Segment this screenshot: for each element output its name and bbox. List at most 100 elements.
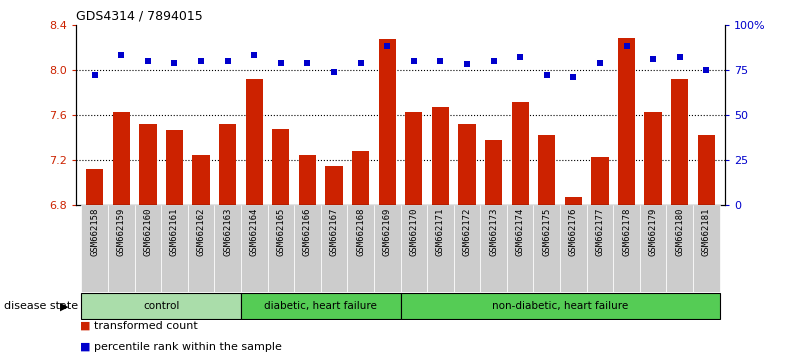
Text: GSM662166: GSM662166 xyxy=(303,208,312,256)
Bar xyxy=(187,205,215,292)
Text: percentile rank within the sample: percentile rank within the sample xyxy=(94,342,282,352)
Point xyxy=(541,73,553,78)
Bar xyxy=(113,112,130,205)
Text: GSM662160: GSM662160 xyxy=(143,208,152,256)
Point xyxy=(328,69,340,75)
Point xyxy=(168,60,181,65)
Point xyxy=(275,60,288,65)
Point xyxy=(674,55,686,60)
Point xyxy=(487,58,500,64)
Bar xyxy=(538,135,555,205)
Bar xyxy=(614,205,640,292)
Text: GSM662164: GSM662164 xyxy=(250,208,259,256)
Text: GSM662167: GSM662167 xyxy=(329,208,339,256)
Bar xyxy=(348,205,374,292)
Text: GSM662158: GSM662158 xyxy=(91,208,99,256)
Bar xyxy=(481,205,507,292)
Text: ▶: ▶ xyxy=(59,301,68,311)
Bar xyxy=(320,205,348,292)
Bar xyxy=(586,205,614,292)
Point xyxy=(567,74,580,80)
Bar xyxy=(565,198,582,205)
Text: ■: ■ xyxy=(80,321,91,331)
Bar xyxy=(82,293,241,319)
Bar xyxy=(192,155,210,205)
Text: GSM662159: GSM662159 xyxy=(117,208,126,256)
Text: GSM662178: GSM662178 xyxy=(622,208,631,256)
Bar xyxy=(458,124,476,205)
Text: GSM662165: GSM662165 xyxy=(276,208,285,256)
Point xyxy=(354,60,367,65)
Bar xyxy=(560,205,586,292)
Point xyxy=(434,58,447,64)
Text: transformed count: transformed count xyxy=(94,321,198,331)
Bar xyxy=(82,205,108,292)
Bar xyxy=(241,205,268,292)
Point xyxy=(142,58,155,64)
Bar xyxy=(219,124,236,205)
Bar xyxy=(272,129,289,205)
Bar xyxy=(246,79,263,205)
Text: GSM662179: GSM662179 xyxy=(649,208,658,256)
Text: GSM662181: GSM662181 xyxy=(702,208,710,256)
Text: control: control xyxy=(143,301,179,311)
Text: GSM662170: GSM662170 xyxy=(409,208,418,256)
Point xyxy=(301,60,314,65)
Text: GSM662175: GSM662175 xyxy=(542,208,551,256)
Text: ■: ■ xyxy=(80,342,91,352)
Bar xyxy=(507,205,533,292)
Text: GSM662162: GSM662162 xyxy=(196,208,206,256)
Text: GSM662173: GSM662173 xyxy=(489,208,498,256)
Text: GSM662169: GSM662169 xyxy=(383,208,392,256)
Point xyxy=(646,56,659,62)
Text: GSM662171: GSM662171 xyxy=(436,208,445,256)
Bar xyxy=(135,205,161,292)
Bar xyxy=(645,112,662,205)
Bar xyxy=(299,155,316,205)
Bar xyxy=(325,166,343,205)
Text: GSM662172: GSM662172 xyxy=(462,208,472,256)
Bar xyxy=(108,205,135,292)
Text: GSM662176: GSM662176 xyxy=(569,208,578,256)
Text: GSM662168: GSM662168 xyxy=(356,208,365,256)
Point xyxy=(700,67,713,73)
Text: GSM662174: GSM662174 xyxy=(516,208,525,256)
Bar xyxy=(698,135,715,205)
Bar xyxy=(427,205,453,292)
Bar xyxy=(405,112,422,205)
Bar xyxy=(591,157,609,205)
Bar xyxy=(512,102,529,205)
Bar xyxy=(268,205,294,292)
Text: GSM662163: GSM662163 xyxy=(223,208,232,256)
Point xyxy=(221,58,234,64)
Point xyxy=(461,62,473,67)
Point xyxy=(88,73,101,78)
Bar xyxy=(533,205,560,292)
Bar xyxy=(241,293,400,319)
Bar xyxy=(166,130,183,205)
Bar xyxy=(374,205,400,292)
Bar xyxy=(161,205,187,292)
Bar xyxy=(432,107,449,205)
Text: GSM662177: GSM662177 xyxy=(595,208,605,256)
Text: GSM662180: GSM662180 xyxy=(675,208,684,256)
Bar xyxy=(379,39,396,205)
Point xyxy=(115,53,127,58)
Bar xyxy=(86,169,103,205)
Bar xyxy=(352,151,369,205)
Text: disease state: disease state xyxy=(4,301,78,311)
Bar xyxy=(666,205,693,292)
Bar xyxy=(139,124,156,205)
Text: GDS4314 / 7894015: GDS4314 / 7894015 xyxy=(76,9,203,22)
Bar xyxy=(215,205,241,292)
Point xyxy=(408,58,421,64)
Bar xyxy=(294,205,320,292)
Point xyxy=(594,60,606,65)
Bar xyxy=(400,205,427,292)
Bar xyxy=(485,140,502,205)
Text: non-diabetic, heart failure: non-diabetic, heart failure xyxy=(492,301,628,311)
Point xyxy=(513,55,526,60)
Bar xyxy=(693,205,719,292)
Point xyxy=(248,53,260,58)
Bar xyxy=(618,38,635,205)
